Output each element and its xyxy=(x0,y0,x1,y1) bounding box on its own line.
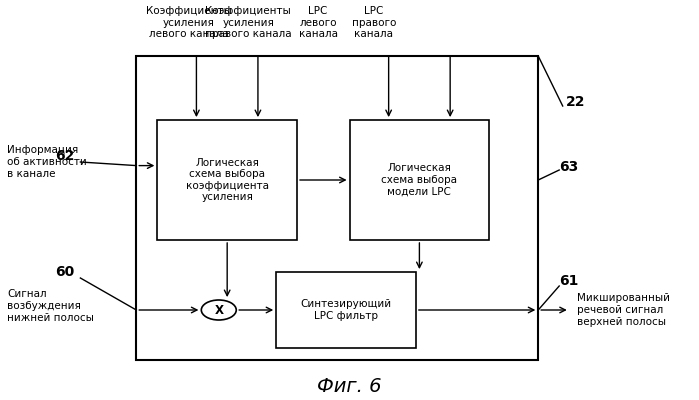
Text: X: X xyxy=(215,304,223,316)
Text: Фиг. 6: Фиг. 6 xyxy=(317,376,382,396)
Text: LPC
правого
канала: LPC правого канала xyxy=(352,6,396,39)
Text: Коэффициенты
усиления
правого канала: Коэффициенты усиления правого канала xyxy=(205,6,291,39)
Bar xyxy=(157,120,297,240)
Text: Информация
об активности
в канале: Информация об активности в канале xyxy=(7,146,87,178)
Text: Логическая
схема выбора
модели LPC: Логическая схема выбора модели LPC xyxy=(382,163,457,196)
Text: Коэффициенты
усиления
левого канала: Коэффициенты усиления левого канала xyxy=(146,6,231,39)
Bar xyxy=(350,120,489,240)
Text: LPC
левого
канала: LPC левого канала xyxy=(298,6,338,39)
Text: 62: 62 xyxy=(55,149,75,163)
Text: 60: 60 xyxy=(55,265,75,279)
Text: Синтезирующий
LPC фильтр: Синтезирующий LPC фильтр xyxy=(301,299,391,321)
Text: Микшированный
речевой сигнал
верхней полосы: Микшированный речевой сигнал верхней пол… xyxy=(577,294,670,326)
Bar xyxy=(276,272,416,348)
Circle shape xyxy=(201,300,236,320)
Text: 22: 22 xyxy=(566,95,586,109)
Text: 63: 63 xyxy=(559,160,579,174)
Bar xyxy=(136,56,538,360)
Text: Логическая
схема выбора
коэффициента
усиления: Логическая схема выбора коэффициента уси… xyxy=(186,158,268,202)
Text: 61: 61 xyxy=(559,274,579,288)
Text: Сигнал
возбуждения
нижней полосы: Сигнал возбуждения нижней полосы xyxy=(7,290,94,322)
